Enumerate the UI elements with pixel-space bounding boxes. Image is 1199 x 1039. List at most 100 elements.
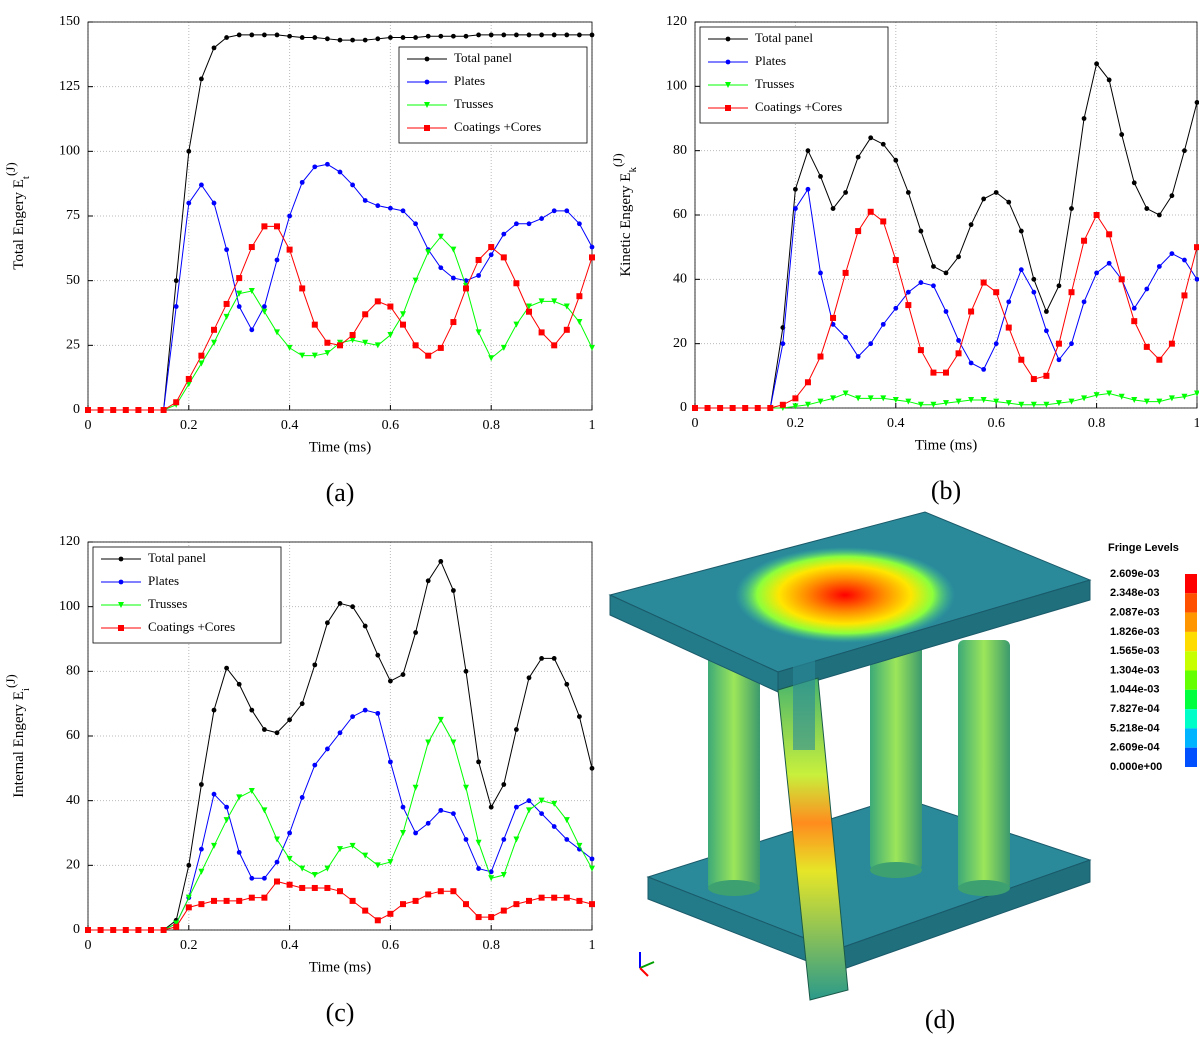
marker — [906, 190, 911, 195]
marker — [362, 908, 368, 914]
marker — [918, 347, 924, 353]
marker — [287, 247, 293, 253]
y-tick-label: 100 — [59, 599, 80, 614]
y-tick-label: 20 — [673, 336, 687, 351]
marker — [1157, 213, 1162, 218]
marker — [262, 33, 267, 38]
marker — [552, 824, 557, 829]
marker — [148, 927, 154, 933]
marker — [338, 601, 343, 606]
y-tick-label: 80 — [673, 143, 687, 158]
marker — [123, 927, 129, 933]
marker — [85, 927, 91, 933]
fringe-level: 0.000e+00 — [1110, 761, 1162, 773]
marker — [401, 35, 406, 40]
marker — [818, 174, 823, 179]
marker — [1069, 289, 1075, 295]
marker — [98, 927, 104, 933]
marker — [590, 766, 595, 771]
y-axis-label: Internal Engery Ei(J) — [3, 674, 31, 797]
legend-label: Plates — [454, 73, 485, 88]
marker — [1107, 78, 1112, 83]
marker — [868, 135, 873, 140]
marker — [1157, 264, 1162, 269]
fringe-level: 2.348e-03 — [1110, 587, 1160, 599]
y-tick-label: 75 — [66, 208, 80, 223]
legend-label: Plates — [755, 53, 786, 68]
marker — [450, 319, 456, 325]
marker — [539, 811, 544, 816]
marker — [806, 187, 811, 192]
marker — [793, 187, 798, 192]
fringe-level: 1.565e-03 — [1110, 645, 1160, 657]
marker — [956, 350, 962, 356]
marker — [375, 711, 380, 716]
marker — [98, 407, 104, 413]
marker — [211, 327, 217, 333]
y-tick-label: 25 — [66, 338, 80, 353]
marker — [325, 620, 330, 625]
marker — [590, 245, 595, 250]
marker — [1094, 271, 1099, 276]
panel-label: (c) — [326, 998, 355, 1027]
marker — [198, 901, 204, 907]
marker — [224, 301, 230, 307]
fringe-band — [1185, 728, 1197, 747]
marker — [300, 180, 305, 185]
marker — [818, 271, 823, 276]
marker — [1194, 244, 1199, 250]
marker — [375, 917, 381, 923]
fringe-level: 7.827e-04 — [1110, 703, 1160, 715]
marker — [1044, 328, 1049, 333]
marker — [388, 679, 393, 684]
marker — [350, 332, 356, 338]
marker — [312, 885, 318, 891]
marker — [831, 206, 836, 211]
marker — [211, 898, 217, 904]
marker — [451, 276, 456, 281]
marker — [730, 405, 736, 411]
marker — [275, 258, 280, 263]
marker — [1081, 238, 1087, 244]
marker — [843, 190, 848, 195]
marker — [275, 33, 280, 38]
marker — [186, 904, 192, 910]
x-tick-label: 0.2 — [180, 418, 198, 433]
marker — [174, 304, 179, 309]
marker — [464, 34, 469, 39]
marker — [993, 289, 999, 295]
marker — [186, 376, 192, 382]
marker — [1106, 231, 1112, 237]
x-tick-label: 0 — [85, 418, 92, 433]
y-axis-label-main: Internal Engery E — [11, 691, 27, 798]
marker — [476, 914, 482, 920]
marker — [299, 885, 305, 891]
marker — [793, 206, 798, 211]
marker — [527, 798, 532, 803]
marker — [236, 898, 242, 904]
x-tick-label: 0 — [85, 938, 92, 953]
marker — [400, 322, 406, 328]
marker — [363, 38, 368, 43]
marker — [551, 895, 557, 901]
marker — [173, 399, 179, 405]
marker — [123, 407, 129, 413]
marker — [1006, 325, 1012, 331]
marker — [590, 33, 595, 38]
marker — [261, 895, 267, 901]
x-tick-label: 0.8 — [482, 938, 500, 953]
marker — [930, 370, 936, 376]
marker — [198, 353, 204, 359]
marker — [119, 580, 124, 585]
marker — [1144, 344, 1150, 350]
marker — [527, 675, 532, 680]
fringe-level: 2.609e-04 — [1110, 742, 1160, 754]
marker — [994, 341, 999, 346]
marker — [300, 35, 305, 40]
marker — [742, 405, 748, 411]
marker — [287, 882, 293, 888]
marker — [249, 244, 255, 250]
y-axis-label-unit: (J) — [3, 674, 18, 688]
marker — [476, 759, 481, 764]
y-tick-label: 0 — [73, 922, 80, 937]
